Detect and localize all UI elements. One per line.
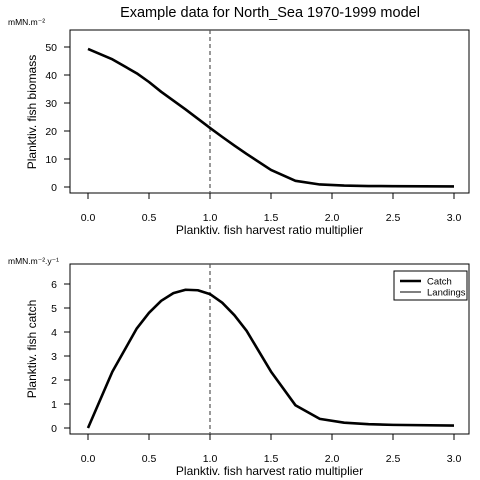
- x-tick-label: 1.5: [264, 212, 279, 224]
- y-tick-label: 1: [51, 399, 57, 411]
- series-line-catch: [87, 47, 455, 188]
- x-tick-label: 0.5: [142, 212, 157, 224]
- y-tick-label: 2: [51, 375, 57, 387]
- x-tick-label: 1.0: [203, 212, 218, 224]
- x-tick-label: 2.0: [325, 453, 340, 465]
- y-tick-label: 20: [45, 126, 57, 138]
- x-tick-label: 2.5: [386, 212, 401, 224]
- chart-title: Example data for North_Sea 1970-1999 mod…: [120, 5, 420, 21]
- x-tick-label: 1.5: [264, 453, 279, 465]
- x-tick-label: 2.5: [386, 453, 401, 465]
- x-axis-title: Planktiv. fish harvest ratio multiplier: [176, 223, 363, 237]
- x-tick-label: 0.0: [81, 453, 96, 465]
- y-tick-label: 30: [45, 98, 57, 110]
- y-tick-label: 4: [51, 327, 57, 339]
- biomass-panel: 0.0 0.5 1.0 1.5 2.0 2.5 3.0 Planktiv. fish harv…: [8, 17, 470, 237]
- y-tick-label: 6: [51, 279, 57, 291]
- units-label: mMN.m⁻²: [8, 17, 45, 27]
- series-line-catch: [86, 288, 455, 429]
- y-tick-label: 5: [51, 303, 57, 315]
- y-axis-title: Planktiv. fish biomass: [25, 55, 39, 170]
- x-tick-label: 2.0: [325, 212, 340, 224]
- y-tick-label: 0: [51, 423, 57, 435]
- y-tick-label: 0: [51, 182, 57, 194]
- x-tick-label: 3.0: [447, 212, 462, 224]
- legend-box: [393, 270, 468, 301]
- y-axis-title: Planktiv. fish catch: [25, 300, 39, 398]
- y-tick-label: 10: [45, 154, 57, 166]
- x-tick-label: 1.0: [203, 453, 218, 465]
- x-tick-label: 0.5: [142, 453, 157, 465]
- x-tick-label: 0.0: [81, 212, 96, 224]
- y-tick-label: 50: [45, 42, 57, 54]
- legend-label-landings: Landings: [427, 288, 466, 299]
- units-label: mMN.m⁻².y⁻¹: [8, 256, 59, 266]
- x-tick-label: 3.0: [447, 453, 462, 465]
- y-tick-label: 3: [51, 351, 57, 363]
- catch-panel: 0.0 0.5 1.0 1.5 2.0 2.5 3.0 Planktiv. fish harv…: [8, 256, 470, 478]
- x-axis-title: Planktiv. fish harvest ratio multiplier: [176, 464, 363, 478]
- legend-label-catch: Catch: [427, 277, 452, 288]
- y-tick-label: 40: [45, 70, 57, 82]
